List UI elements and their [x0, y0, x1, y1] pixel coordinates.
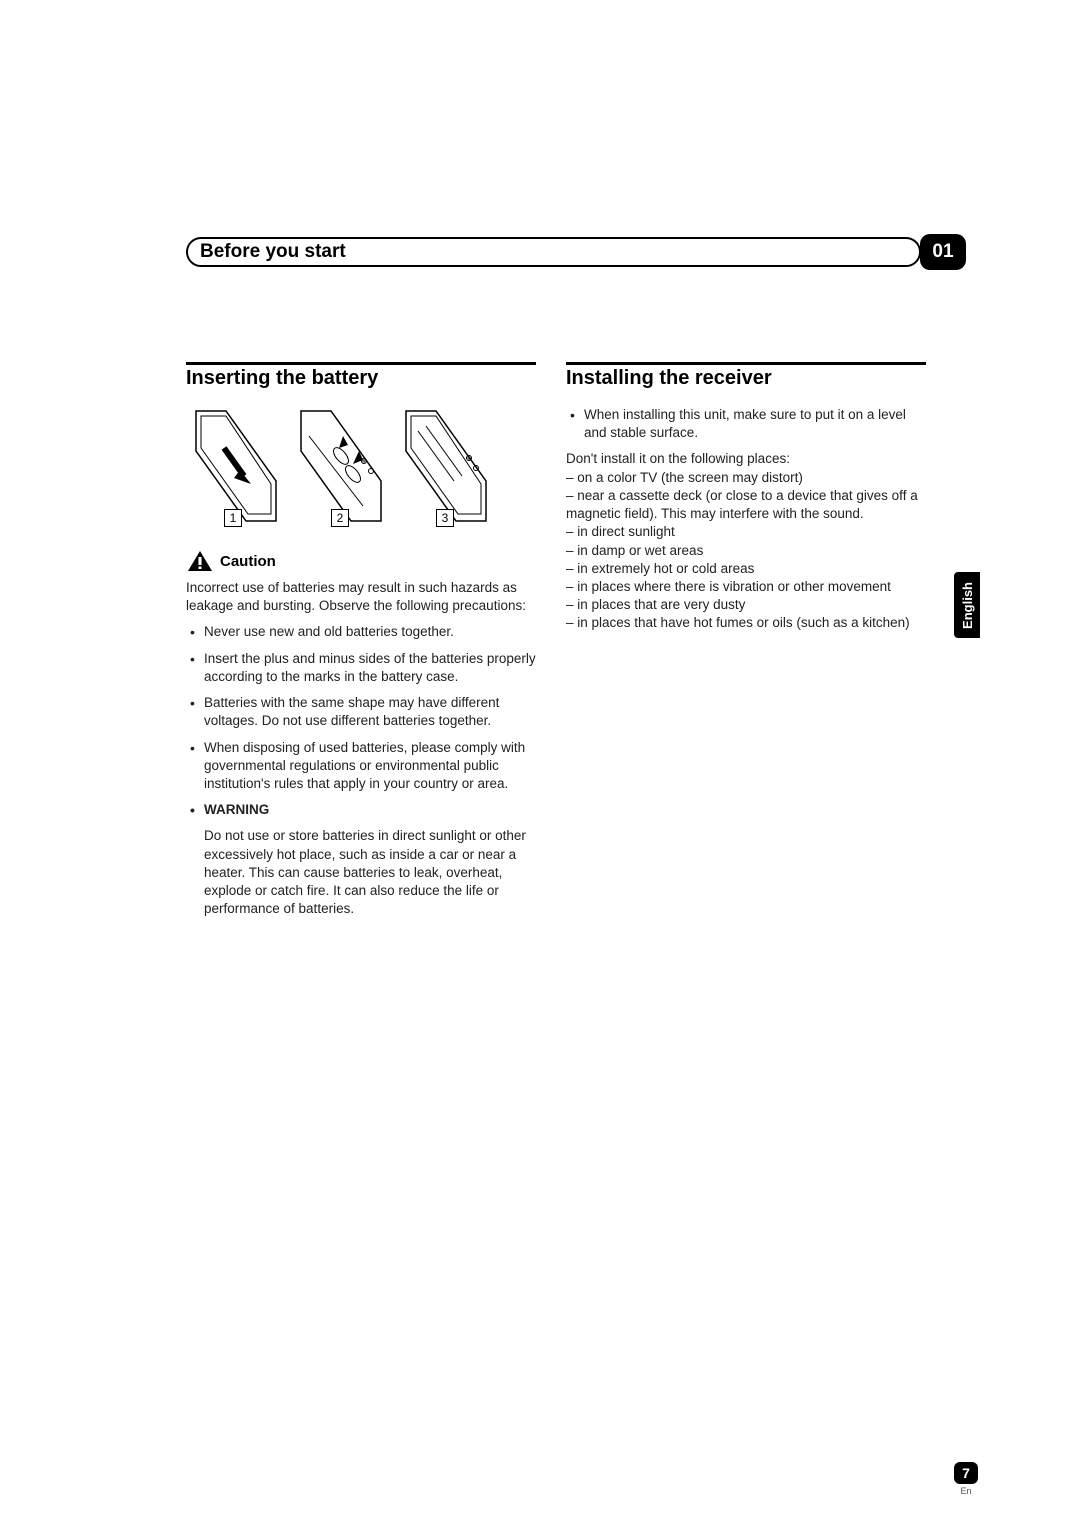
bullet-item: When disposing of used batteries, please… — [186, 739, 536, 794]
caution-intro: Incorrect use of batteries may result in… — [186, 579, 536, 615]
left-column: Inserting the battery 1 — [186, 362, 536, 919]
content-columns: Inserting the battery 1 — [186, 362, 966, 919]
caution-icon — [186, 549, 214, 573]
page-content: Before you start 01 Inserting the batter… — [186, 237, 966, 919]
right-column: Installing the receiver When installing … — [566, 362, 926, 919]
bullet-item: Never use new and old batteries together… — [186, 623, 536, 641]
step-label-1: 1 — [224, 509, 242, 527]
chapter-title: Before you start — [200, 241, 346, 263]
battery-diagram: 1 2 — [186, 406, 526, 531]
section-divider — [186, 362, 536, 365]
section-divider — [566, 362, 926, 365]
dash-item: – in places that are very dusty — [566, 596, 926, 614]
section-heading-receiver: Installing the receiver — [566, 367, 926, 390]
caution-bullets: Never use new and old batteries together… — [186, 623, 536, 819]
chapter-header: Before you start 01 — [186, 237, 966, 267]
bullet-item: Insert the plus and minus sides of the b… — [186, 650, 536, 686]
caution-row: Caution — [186, 549, 536, 573]
bullet-item: Batteries with the same shape may have d… — [186, 694, 536, 730]
dash-item: – in extremely hot or cold areas — [566, 560, 926, 578]
step-label-3: 3 — [436, 509, 454, 527]
remote-step-3 — [396, 406, 491, 526]
page-number: 7 — [962, 1465, 970, 1481]
language-label: English — [960, 582, 975, 629]
chapter-title-wrap: Before you start — [186, 237, 921, 267]
chapter-number-badge: 01 — [920, 234, 966, 270]
dash-item: – near a cassette deck (or close to a de… — [566, 487, 926, 523]
remote-step-1 — [186, 406, 281, 526]
page-footer: 7 En — [954, 1462, 978, 1496]
remote-step-2 — [291, 406, 386, 526]
dash-item: – in places where there is vibration or … — [566, 578, 926, 596]
bullet-item: When installing this unit, make sure to … — [566, 406, 926, 442]
install-intro: Don't install it on the following places… — [566, 450, 926, 468]
dash-item: – in direct sunlight — [566, 523, 926, 541]
warning-body: Do not use or store batteries in direct … — [186, 827, 536, 918]
warning-heading: WARNING — [186, 801, 536, 819]
chapter-number: 01 — [932, 241, 953, 263]
caution-label: Caution — [220, 553, 276, 570]
dash-item: – on a color TV (the screen may distort) — [566, 469, 926, 487]
page-number-badge: 7 — [954, 1462, 978, 1484]
step-label-2: 2 — [331, 509, 349, 527]
dash-item: – in places that have hot fumes or oils … — [566, 614, 926, 632]
section-heading-battery: Inserting the battery — [186, 367, 536, 390]
dash-item: – in damp or wet areas — [566, 542, 926, 560]
page-lang-code: En — [954, 1486, 978, 1496]
install-bullets: When installing this unit, make sure to … — [566, 406, 926, 442]
language-tab: English — [954, 572, 980, 638]
